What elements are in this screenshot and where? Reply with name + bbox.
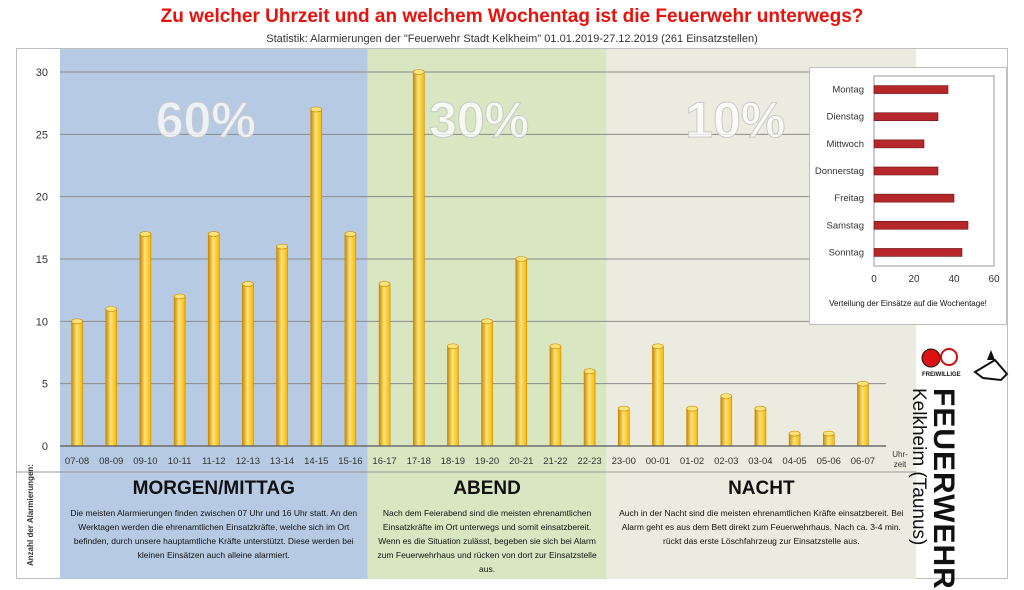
x-tick-label: 09-10 — [133, 456, 157, 467]
y-tick-label: 15 — [36, 254, 48, 266]
chart-subtitle: Statistik: Alarmierungen der "Feuerwehr … — [266, 33, 758, 45]
x-tick-label: 10-11 — [168, 456, 192, 467]
section-heading: MORGEN/MITTAG — [132, 478, 295, 499]
x-tick-label: 14-15 — [304, 456, 328, 467]
weekday-x-tick: 40 — [948, 274, 960, 285]
x-tick-label: 11-12 — [202, 456, 226, 467]
x-tick-label: 19-20 — [475, 456, 499, 467]
section-percent: 10% — [685, 92, 785, 148]
x-tick-label: 23-00 — [612, 456, 636, 467]
bar-15-16 — [344, 231, 357, 447]
x-tick-label: 03-04 — [748, 456, 772, 467]
weekday-label: Freitag — [834, 193, 864, 204]
section-description: Auch in der Nacht sind die meisten ehren… — [619, 508, 904, 546]
section-description: Nach dem Feierabend sind die meisten ehr… — [377, 508, 597, 574]
logo-badge: FREIWILLIGE — [922, 372, 961, 378]
logo-word: FEUERWEHR — [927, 388, 960, 590]
x-axis-unit: Uhr-zeit — [888, 450, 912, 470]
x-tick-label: 16-17 — [372, 456, 396, 467]
section-heading: ABEND — [453, 478, 521, 499]
weekday-inset: Montag Dienstag Mittwoch Donnerstag Freitag S… — [809, 67, 1007, 325]
section-description: Die meisten Alarmierungen finden zwische… — [70, 508, 358, 560]
weekday-caption: Verteilung der Einsätze auf die Wochenta… — [829, 299, 987, 308]
weekday-x-tick: 0 — [871, 274, 877, 285]
bar-12-13 — [242, 281, 254, 447]
weekday-label: Donnerstag — [815, 166, 864, 177]
y-tick-label: 30 — [36, 67, 48, 79]
logo-emblem-icon — [921, 348, 1009, 382]
y-axis-label: Anzahl der Alarmierungen: — [26, 464, 35, 566]
bar-20-21 — [515, 256, 528, 447]
bar-03-04 — [754, 405, 767, 447]
weekday-label: Samstag — [827, 220, 865, 231]
weekday-x-tick: 60 — [988, 274, 1000, 285]
bar-06-07 — [857, 380, 869, 447]
bar-09-10 — [139, 231, 152, 447]
bar-05-06 — [822, 430, 835, 447]
fire-department-logo — [917, 344, 1009, 574]
bar-11-12 — [207, 231, 220, 447]
bar-21-22 — [549, 343, 562, 447]
x-tick-label: 02-03 — [714, 456, 738, 467]
section-percent: 30% — [429, 92, 529, 148]
weekday-bar-Mittwoch — [873, 139, 925, 149]
weekday-chart: Montag Dienstag Mittwoch Donnerstag Freitag S… — [815, 75, 1000, 285]
x-tick-label: 15-16 — [338, 456, 362, 467]
y-tick-label: 10 — [36, 316, 48, 328]
x-tick-label: 04-05 — [782, 456, 806, 467]
weekday-bar-Freitag — [873, 193, 955, 203]
weekday-bar-Montag — [873, 85, 949, 94]
logo-text: FEUERWEHR Kelkheim (Taunus) — [908, 388, 960, 590]
bar-19-20 — [481, 318, 493, 447]
x-tick-label: 06-07 — [851, 456, 875, 467]
x-tick-label: 22-23 — [577, 456, 601, 467]
bar-17-18 — [412, 69, 425, 447]
bar-23-00 — [617, 405, 630, 447]
weekday-bar-Donnerstag — [873, 166, 939, 176]
x-tick-label: 17-18 — [407, 456, 431, 467]
weekday-bar-Samstag — [873, 220, 969, 230]
bar-13-14 — [276, 243, 288, 447]
x-tick-label: 05-06 — [817, 456, 841, 467]
x-tick-label: 20-21 — [509, 456, 533, 467]
y-tick-label: 5 — [42, 379, 48, 391]
bar-22-23 — [583, 368, 596, 447]
weekday-label: Mittwoch — [827, 139, 864, 150]
bar-04-05 — [788, 430, 801, 447]
bar-10-11 — [173, 293, 186, 447]
x-tick-label: 12-13 — [236, 456, 260, 467]
bar-02-03 — [720, 393, 733, 447]
bar-14-15 — [310, 106, 323, 447]
weekday-x-tick: 20 — [908, 274, 920, 285]
weekday-label: Montag — [832, 85, 864, 96]
y-tick-label: 20 — [36, 192, 48, 204]
section-heading: NACHT — [728, 478, 795, 499]
bar-16-17 — [378, 281, 391, 447]
x-tick-label: 01-02 — [680, 456, 704, 467]
x-tick-label: 18-19 — [441, 456, 465, 467]
weekday-bar-Dienstag — [873, 112, 939, 122]
x-tick-label: 08-09 — [99, 456, 123, 467]
logo-place: Kelkheim (Taunus) — [908, 388, 929, 546]
bar-08-09 — [105, 306, 118, 447]
x-tick-label: 13-14 — [270, 456, 294, 467]
x-tick-label: 00-01 — [646, 456, 670, 467]
y-tick-label: 25 — [36, 129, 48, 141]
x-tick-label: 07-08 — [65, 456, 89, 467]
weekday-label: Sonntag — [829, 247, 864, 258]
bar-18-19 — [447, 343, 459, 447]
bar-07-08 — [71, 318, 83, 447]
chart-title: Zu welcher Uhrzeit und an welchem Wochen… — [160, 6, 864, 27]
weekday-label: Dienstag — [827, 112, 865, 123]
section-background-1 — [367, 49, 607, 579]
x-axis-label: Uhr-zeit — [892, 450, 908, 469]
weekday-bar-Sonntag — [873, 248, 963, 257]
bar-00-01 — [652, 343, 664, 447]
section-percent: 60% — [156, 92, 256, 148]
y-tick-label: 0 — [42, 441, 48, 453]
bar-01-02 — [686, 405, 698, 447]
x-tick-label: 21-22 — [543, 456, 567, 467]
